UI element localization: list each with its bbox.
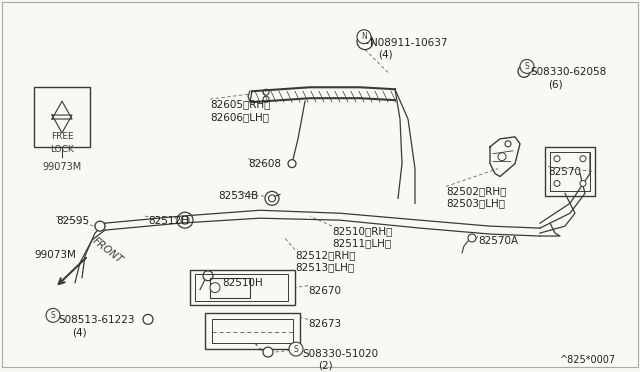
- Circle shape: [505, 141, 511, 147]
- Text: N08911-10637: N08911-10637: [370, 38, 447, 48]
- Text: S: S: [51, 311, 56, 320]
- Text: 82570A: 82570A: [478, 236, 518, 246]
- Bar: [210, 278, 250, 298]
- Text: 82570: 82570: [548, 167, 581, 177]
- Bar: [545, 147, 595, 196]
- Circle shape: [288, 160, 296, 168]
- Circle shape: [580, 180, 586, 186]
- Text: 99073M: 99073M: [42, 161, 82, 171]
- Circle shape: [210, 283, 220, 292]
- Circle shape: [289, 342, 303, 356]
- Text: (4): (4): [72, 327, 86, 337]
- Text: 82503〈LH〉: 82503〈LH〉: [446, 198, 505, 208]
- Circle shape: [143, 314, 153, 324]
- Text: 82605〈RH〉: 82605〈RH〉: [210, 99, 270, 109]
- Text: 82511〈LH〉: 82511〈LH〉: [332, 238, 391, 248]
- Circle shape: [46, 308, 60, 322]
- Text: (4): (4): [378, 49, 392, 60]
- Text: FRONT: FRONT: [90, 236, 124, 266]
- Text: S08513-61223: S08513-61223: [58, 315, 134, 326]
- Circle shape: [554, 180, 560, 186]
- Bar: [195, 274, 288, 301]
- Circle shape: [468, 234, 476, 242]
- Circle shape: [203, 271, 213, 280]
- Text: 82510H: 82510H: [222, 278, 263, 288]
- Text: 82510〈RH〉: 82510〈RH〉: [332, 226, 392, 236]
- Text: 82513〈LH〉: 82513〈LH〉: [295, 262, 354, 272]
- Text: 82608: 82608: [248, 159, 281, 169]
- Circle shape: [554, 156, 560, 162]
- Text: 82512〈RH〉: 82512〈RH〉: [295, 250, 355, 260]
- Circle shape: [580, 156, 586, 162]
- Text: 82502〈RH〉: 82502〈RH〉: [446, 186, 506, 196]
- Text: LOCK: LOCK: [50, 145, 74, 154]
- Text: 99073M: 99073M: [34, 250, 76, 260]
- Circle shape: [95, 221, 105, 231]
- Bar: [212, 319, 293, 343]
- Bar: [550, 152, 590, 192]
- Circle shape: [357, 30, 371, 44]
- Circle shape: [520, 60, 534, 73]
- Text: S08330-62058: S08330-62058: [530, 67, 606, 77]
- Circle shape: [518, 65, 530, 77]
- Text: 82673: 82673: [308, 319, 341, 329]
- Bar: [190, 270, 295, 305]
- Circle shape: [357, 34, 373, 49]
- Text: ^825*0007: ^825*0007: [560, 355, 616, 365]
- Text: 82670: 82670: [308, 286, 341, 296]
- Text: 82534B: 82534B: [218, 192, 259, 201]
- Text: 82606〈LH〉: 82606〈LH〉: [210, 112, 269, 122]
- Circle shape: [263, 347, 273, 357]
- Text: S: S: [294, 344, 298, 354]
- Bar: [205, 313, 300, 349]
- Text: S: S: [525, 62, 529, 71]
- Text: S08330-51020: S08330-51020: [302, 349, 378, 359]
- Text: 82595: 82595: [56, 216, 89, 226]
- Text: (6): (6): [548, 79, 563, 89]
- Text: N: N: [361, 32, 367, 41]
- Text: (2): (2): [318, 360, 333, 370]
- Bar: [34, 87, 90, 147]
- Text: FREE: FREE: [51, 132, 74, 141]
- Text: N: N: [362, 37, 369, 46]
- Text: 82512H: 82512H: [148, 216, 189, 226]
